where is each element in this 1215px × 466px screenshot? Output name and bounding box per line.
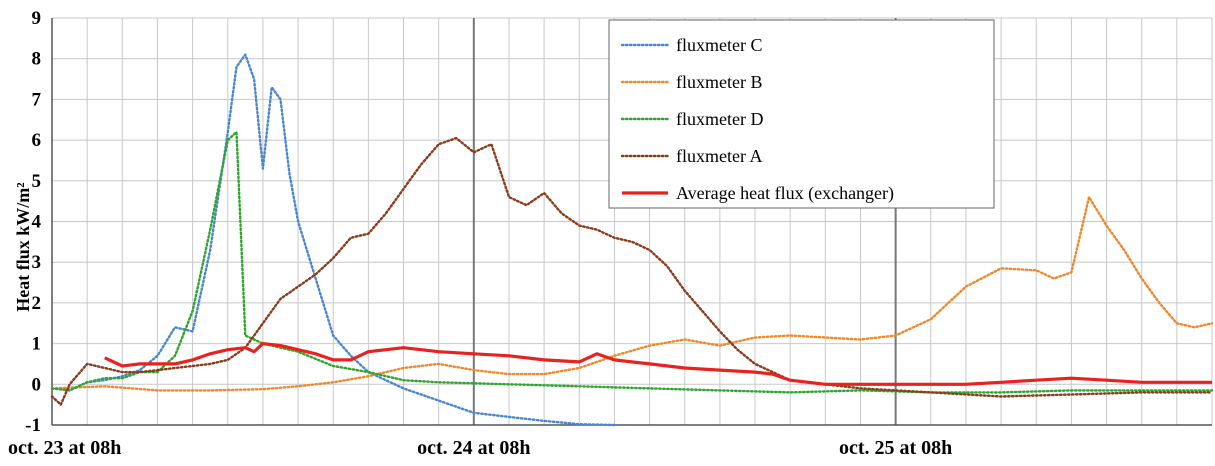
y-tick-label: 7	[32, 89, 42, 110]
legend-label-fluxmeter-a: fluxmeter A	[676, 146, 762, 166]
legend-label-fluxmeter-b: fluxmeter B	[676, 72, 762, 92]
y-tick-label: 0	[32, 374, 42, 395]
y-tick-label: 1	[32, 334, 42, 355]
series-line-fluxmeter-b	[50, 195, 1214, 392]
legend-label-average-heat-flux-exchanger: Average heat flux (exchanger)	[676, 183, 894, 204]
y-tick-label: 9	[32, 8, 42, 29]
series-line-average-heat-flux-exchanger	[104, 342, 1212, 386]
legend: fluxmeter C fluxmeter B fluxmeter D fluxmet…	[608, 19, 995, 209]
x-tick-label: oct. 23 at 08h	[8, 437, 121, 459]
y-tick-label: 3	[32, 252, 42, 273]
y-axis-ticks: -1 0 1 2 3 4 5 6 7 8 9	[25, 8, 41, 436]
y-tick-label: -1	[25, 415, 41, 436]
legend-label-fluxmeter-c: fluxmeter C	[676, 35, 762, 55]
x-axis-ticks: oct. 23 at 08h oct. 24 at 08h oct. 25 at 0…	[8, 437, 952, 459]
series-layer	[50, 53, 1214, 427]
y-tick-label: 6	[32, 130, 42, 151]
legend-label-fluxmeter-d: fluxmeter D	[676, 109, 763, 129]
y-tick-label: 8	[32, 49, 42, 70]
x-tick-label: oct. 24 at 08h	[417, 437, 530, 459]
legend-box	[608, 19, 995, 209]
y-tick-label: 5	[32, 171, 42, 192]
y-axis-title: Heat flux kW/m²	[13, 182, 33, 311]
series-line-fluxmeter-a	[50, 136, 1214, 406]
y-tick-label: 2	[32, 293, 42, 314]
x-tick-label: oct. 25 at 08h	[839, 437, 952, 459]
y-tick-label: 4	[32, 212, 42, 233]
